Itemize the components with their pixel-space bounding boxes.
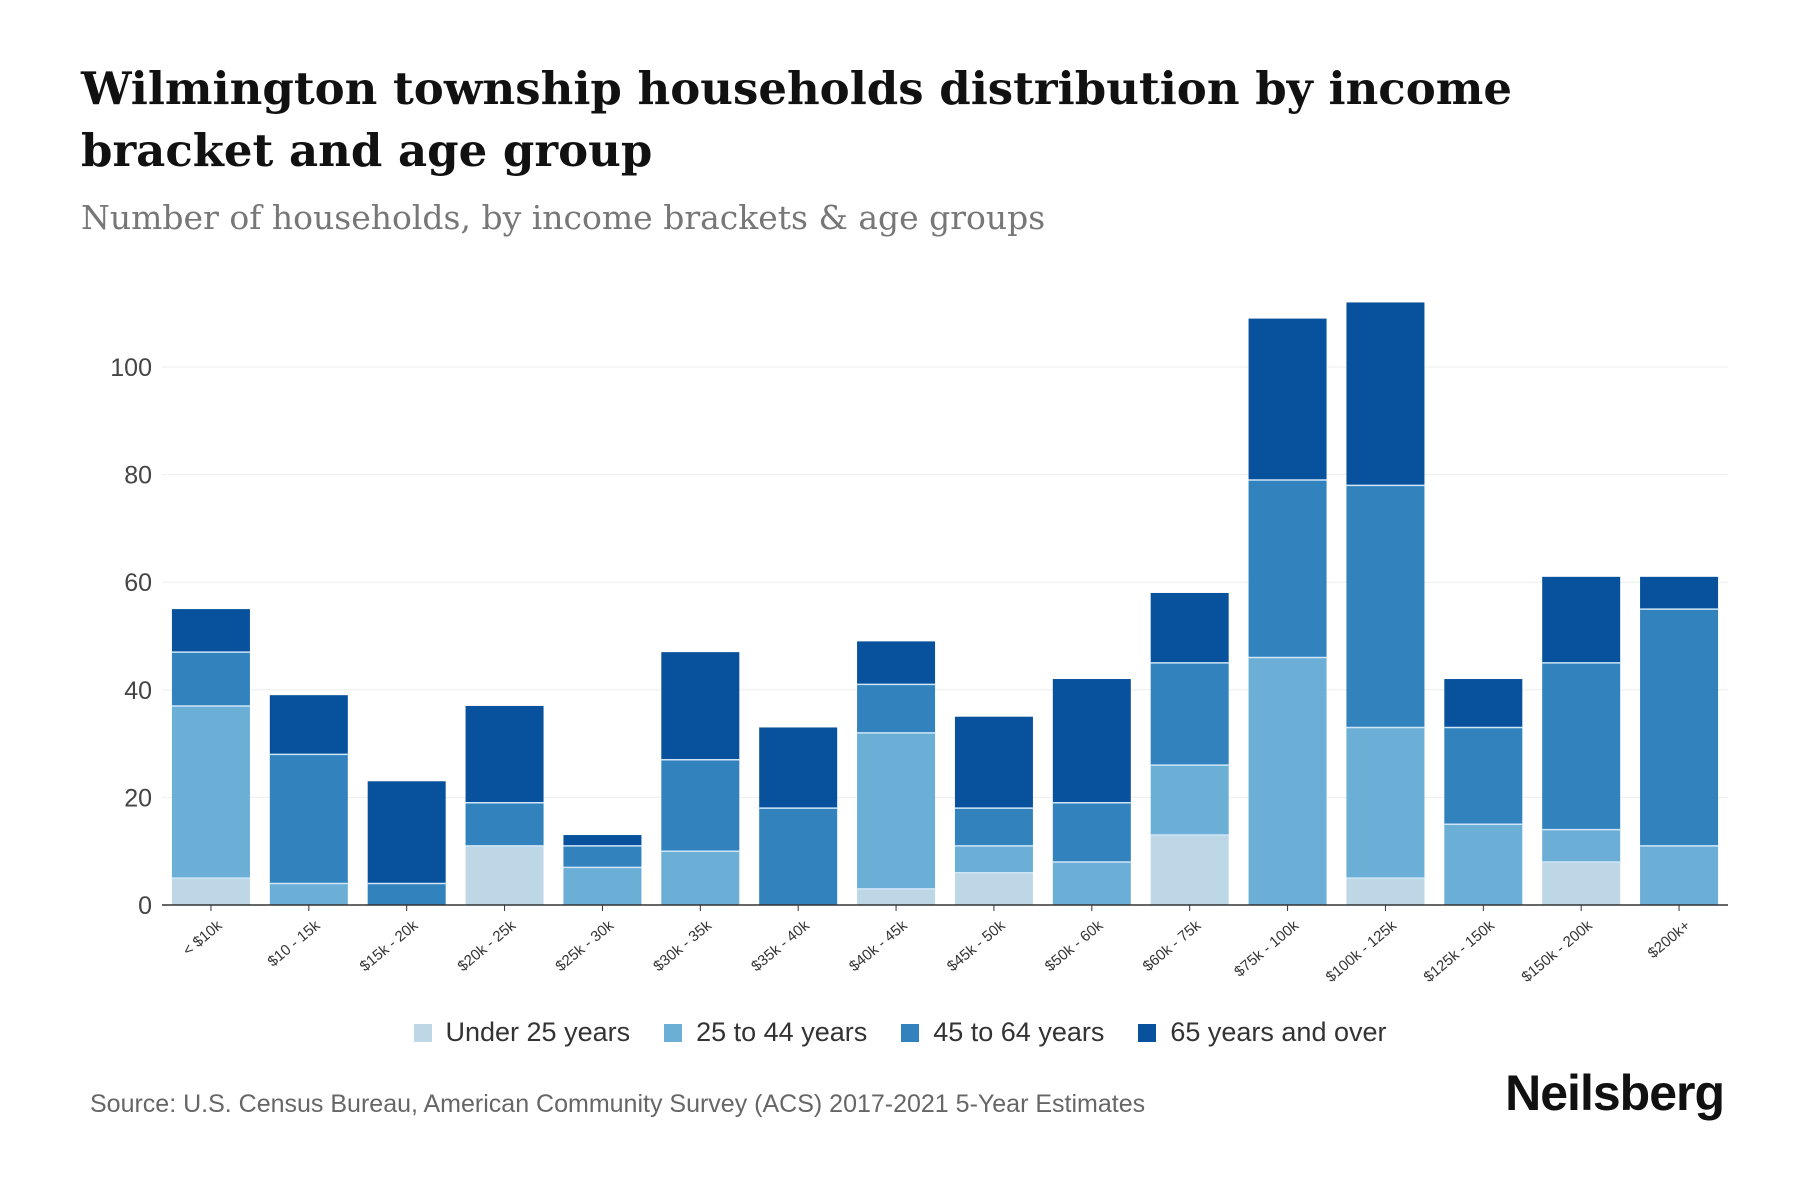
- x-tick-label: $75k - 100k: [1231, 917, 1302, 981]
- bar-segment: [1542, 861, 1621, 905]
- stacked-bar-chart: 0 20 40 60 80 100 < $10k $10 - 15k $15k - 20k $20…: [110, 302, 1728, 986]
- bar-segment: [1248, 318, 1327, 480]
- bar-segment: [1150, 835, 1229, 905]
- y-tick-label: 80: [124, 462, 152, 490]
- bar-segment: [269, 883, 348, 905]
- bar-segment: [1248, 657, 1327, 905]
- bar-segment: [954, 716, 1033, 809]
- bar-segment: [1346, 485, 1425, 728]
- bar-segment: [367, 781, 446, 884]
- bar-segment: [661, 652, 740, 760]
- x-tick-label: $30k - 35k: [650, 917, 715, 975]
- bar-segment: [857, 641, 936, 685]
- bar-segment: [1346, 878, 1425, 905]
- x-tick-label: $125k - 150k: [1421, 917, 1499, 986]
- x-tick-label: < $10k: [180, 917, 226, 960]
- bar-segment: [465, 845, 544, 905]
- legend-item: Under 25 years: [413, 1017, 631, 1048]
- legend-item: 45 to 64 years: [901, 1017, 1104, 1048]
- bar-segment: [1542, 662, 1621, 830]
- x-tick-label: $150k - 200k: [1518, 917, 1596, 986]
- x-tick-label: $200k+: [1645, 917, 1694, 962]
- bar-segment: [857, 888, 936, 905]
- bar-segment: [1444, 727, 1523, 825]
- bar-segment: [1444, 824, 1523, 905]
- chart-title: Wilmington township households distribut…: [81, 62, 1512, 177]
- bar-segment: [171, 609, 250, 653]
- bar-segment: [857, 684, 936, 733]
- bar-segment: [1052, 679, 1131, 803]
- x-tick-label: $20k - 25k: [455, 917, 520, 975]
- bar-segment: [269, 754, 348, 884]
- bar-segment: [563, 835, 642, 846]
- y-tick-label: 60: [124, 569, 152, 597]
- x-tick-label: $35k - 40k: [748, 917, 813, 975]
- bar-segment: [1346, 727, 1425, 879]
- x-tick-label: $50k - 60k: [1042, 917, 1107, 975]
- bar-segment: [759, 808, 838, 905]
- bar-segment: [563, 845, 642, 868]
- bar-segment: [857, 732, 936, 889]
- bar-segment: [465, 802, 544, 846]
- bar-segment: [759, 727, 838, 809]
- legend-item: 65 years and over: [1138, 1017, 1387, 1048]
- legend-swatch: [413, 1023, 432, 1042]
- x-tick-label: $60k - 75k: [1140, 917, 1205, 975]
- x-tick-label: $40k - 45k: [846, 917, 911, 975]
- legend-label: 45 to 64 years: [933, 1017, 1105, 1047]
- bar-segment: [269, 695, 348, 755]
- x-tick-label: $100k - 125k: [1323, 917, 1401, 986]
- bar-segment: [1052, 802, 1131, 862]
- bar-segment: [1150, 592, 1229, 663]
- legend-swatch: [664, 1023, 683, 1042]
- source-note: Source: U.S. Census Bureau, American Com…: [90, 1090, 1146, 1118]
- x-tick-label: $10 - 15k: [265, 917, 324, 971]
- legend: Under 25 years 25 to 44 years 45 to 64 yea…: [0, 1017, 1800, 1048]
- bar-segment: [954, 808, 1033, 846]
- neilsberg-logo: Neilsberg: [1505, 1065, 1725, 1121]
- bar-segment: [1542, 576, 1621, 663]
- x-tick-label: $15k - 20k: [357, 917, 422, 975]
- bar-segment: [1052, 861, 1131, 905]
- y-tick-label: 20: [124, 784, 152, 812]
- legend-label: 25 to 44 years: [696, 1017, 868, 1047]
- legend-label: Under 25 years: [445, 1017, 631, 1047]
- bar-segment: [1150, 765, 1229, 836]
- x-tick-label: $45k - 50k: [944, 917, 1009, 975]
- bar-segment: [1542, 829, 1621, 862]
- bar-segment: [1640, 576, 1719, 610]
- bar-segment: [661, 851, 740, 905]
- bar-segment: [563, 867, 642, 905]
- x-tick-label: $25k - 30k: [552, 917, 617, 975]
- bar-segment: [1640, 845, 1719, 905]
- legend-swatch: [901, 1023, 920, 1042]
- bar-segment: [171, 705, 250, 879]
- bar-segment: [367, 883, 446, 905]
- bar-segment: [1640, 609, 1719, 846]
- bar-segment: [171, 652, 250, 706]
- legend-swatch: [1138, 1023, 1157, 1042]
- bar-segment: [954, 872, 1033, 905]
- bar-segment: [1444, 679, 1523, 728]
- bar-segment: [171, 878, 250, 905]
- legend-item: 25 to 44 years: [664, 1017, 867, 1048]
- bar-segment: [954, 845, 1033, 873]
- bar-segment: [1346, 302, 1425, 486]
- y-tick-label: 0: [138, 892, 152, 920]
- bar-segment: [465, 705, 544, 803]
- legend-label: 65 years and over: [1170, 1017, 1387, 1047]
- bar-segment: [1150, 662, 1229, 766]
- chart-subtitle: Number of households, by income brackets…: [81, 198, 1046, 237]
- y-tick-label: 40: [124, 677, 152, 705]
- bar-segment: [1248, 479, 1327, 658]
- y-tick-label: 100: [110, 354, 152, 382]
- bar-segment: [661, 759, 740, 852]
